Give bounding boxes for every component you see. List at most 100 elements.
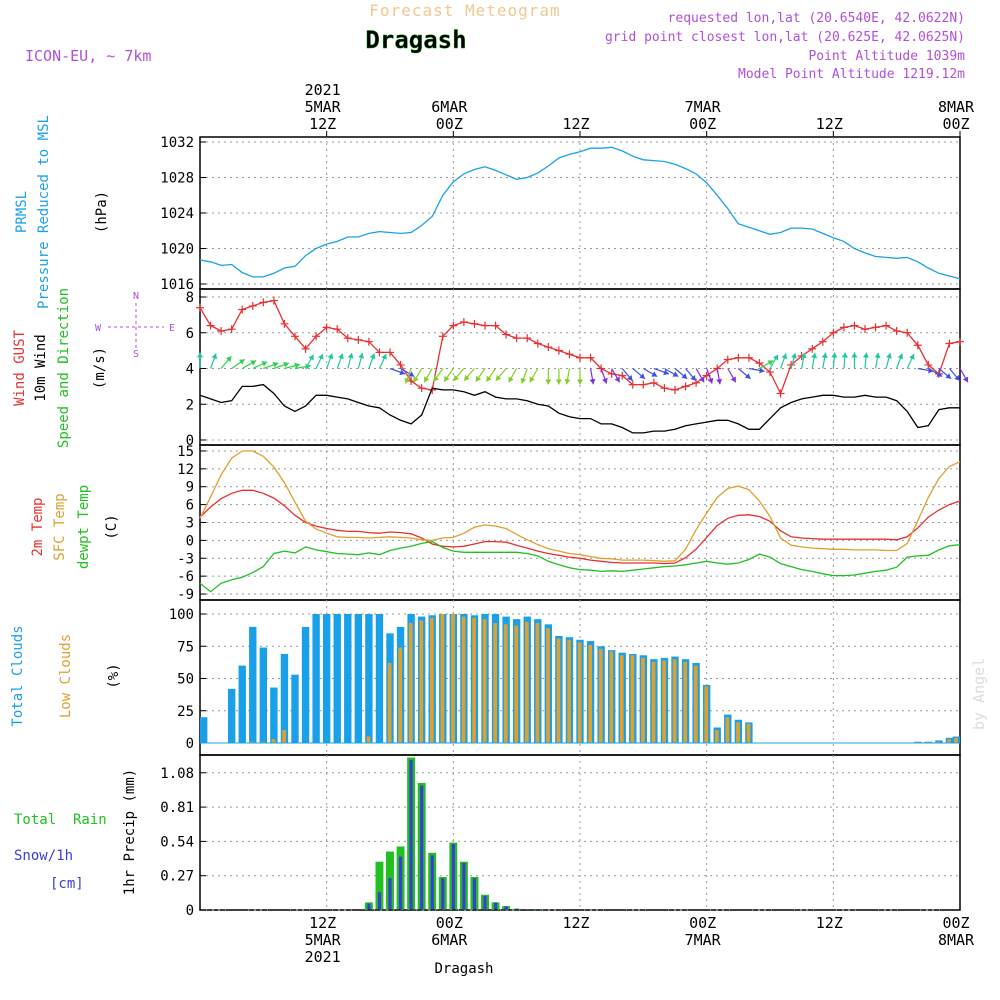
wind-arrow: [400, 367, 415, 378]
total-cloud-bar: [935, 740, 943, 743]
low-cloud-bar: [954, 737, 958, 743]
low-cloud-bar: [472, 617, 476, 743]
low-cloud-bar: [535, 623, 540, 743]
top-tick-label: 6MAR: [431, 98, 468, 116]
gust-marker: [723, 355, 732, 364]
temp-label-sfc: SFC Temp: [52, 493, 68, 560]
low-cloud-bar: [915, 741, 920, 743]
wind-arrow: [885, 352, 892, 369]
wind-arrow: [508, 368, 518, 383]
precip-ytick-label: 0.27: [160, 869, 194, 885]
gust-marker: [481, 321, 489, 330]
gust-marker: [280, 319, 289, 328]
gust-marker: [206, 321, 215, 330]
precip-ytick-label: 1.08: [160, 766, 194, 782]
wind-arrow: [326, 353, 334, 369]
snow-bar: [462, 862, 466, 910]
bottom-tick-label: 00Z: [436, 914, 463, 932]
clouds-ytick-label: 75: [177, 639, 194, 655]
gust-marker: [576, 353, 584, 362]
low-cloud-bar: [440, 614, 445, 743]
low-cloud-bar: [704, 686, 709, 743]
wind-label-speed: Speed and Direction: [56, 288, 72, 448]
wind-arrow: [273, 361, 290, 370]
gust-marker: [839, 323, 848, 332]
compass-icon: N S W E: [95, 291, 175, 360]
rain-bar: [375, 861, 384, 910]
clouds-panel: 0 25 50 75 100: [169, 599, 961, 756]
total-cloud-bar: [312, 614, 320, 743]
pressure-label-1: PRMSL: [14, 191, 30, 233]
gust-marker: [850, 321, 859, 330]
snow-bar: [472, 878, 477, 910]
gust-marker: [776, 389, 785, 398]
compass-north: N: [133, 291, 139, 302]
snow-bar: [441, 878, 445, 910]
total-cloud-bar: [375, 614, 384, 743]
bottom-tick-label: 5MAR: [305, 931, 342, 949]
snow-bar: [398, 856, 403, 910]
total-cloud-bar: [344, 614, 352, 743]
wind-arrow: [695, 368, 705, 383]
top-tick-label: 00Z: [689, 115, 716, 133]
wind-arrow: [621, 368, 633, 382]
gust-marker: [238, 305, 247, 314]
low-cloud-bar: [715, 730, 719, 743]
wind-arrow: [674, 368, 688, 380]
wind-arrow: [423, 368, 433, 383]
wind-ytick-label: 0: [186, 433, 194, 449]
gust-marker: [892, 326, 901, 335]
wind-arrow: [252, 361, 268, 370]
wind-arrow: [564, 368, 571, 385]
cloud-labels: Total Clouds Low Clouds (%): [10, 625, 122, 726]
gust-marker: [333, 325, 342, 334]
wind-arrow: [959, 368, 969, 383]
temp-ytick-label: -6: [177, 569, 194, 585]
wind-arrow: [706, 368, 714, 384]
gust-marker: [248, 301, 257, 310]
gust-marker: [660, 384, 669, 393]
compass-east: E: [169, 323, 175, 334]
gust-marker: [502, 330, 511, 339]
snow-bar: [409, 760, 413, 910]
low-cloud-bar: [662, 660, 666, 743]
gust-marker: [533, 339, 542, 348]
total-cloud-bar: [227, 688, 236, 743]
top-tick-label: 12Z: [562, 115, 589, 133]
low-cloud-bar: [683, 661, 688, 743]
wind-arrow: [529, 368, 539, 383]
bottom-tick-label: 2021: [305, 948, 341, 966]
low-cloud-bar: [250, 741, 255, 743]
low-cloud-bar: [588, 644, 593, 743]
low-cloud-bar: [451, 614, 455, 743]
gust-marker: [744, 353, 753, 362]
gust-marker: [808, 344, 817, 353]
footer-label: Dragash: [434, 961, 493, 977]
wind-panel: 0 2 4 6 8: [186, 288, 969, 449]
gust-marker: [291, 332, 299, 341]
pressure-ytick-label: 1016: [160, 277, 194, 293]
gust-marker: [882, 321, 891, 330]
temp-ytick-label: 6: [186, 498, 194, 514]
wind-arrow: [874, 352, 881, 369]
wind-arrow: [831, 352, 838, 369]
cloud-unit: (%): [106, 663, 122, 688]
top-tick-label: 12Z: [309, 115, 336, 133]
low-cloud-bar: [577, 642, 582, 743]
credit-label: by Angel: [970, 658, 988, 730]
gust-marker: [649, 378, 658, 387]
model-label: ICON-EU, ~ 7km: [25, 47, 151, 65]
gust-marker: [396, 360, 405, 369]
temp-unit: (C): [104, 514, 120, 539]
snow-bar: [525, 909, 529, 910]
wind-arrow: [906, 353, 915, 369]
low-cloud-bar: [556, 638, 561, 743]
gust-marker: [428, 385, 437, 394]
total-cloud-bar: [280, 653, 289, 743]
snow-bar: [367, 903, 371, 910]
low-cloud-bar: [598, 648, 603, 743]
low-cloud-bar: [641, 657, 645, 743]
pressure-series-prmsl: [199, 146, 961, 280]
